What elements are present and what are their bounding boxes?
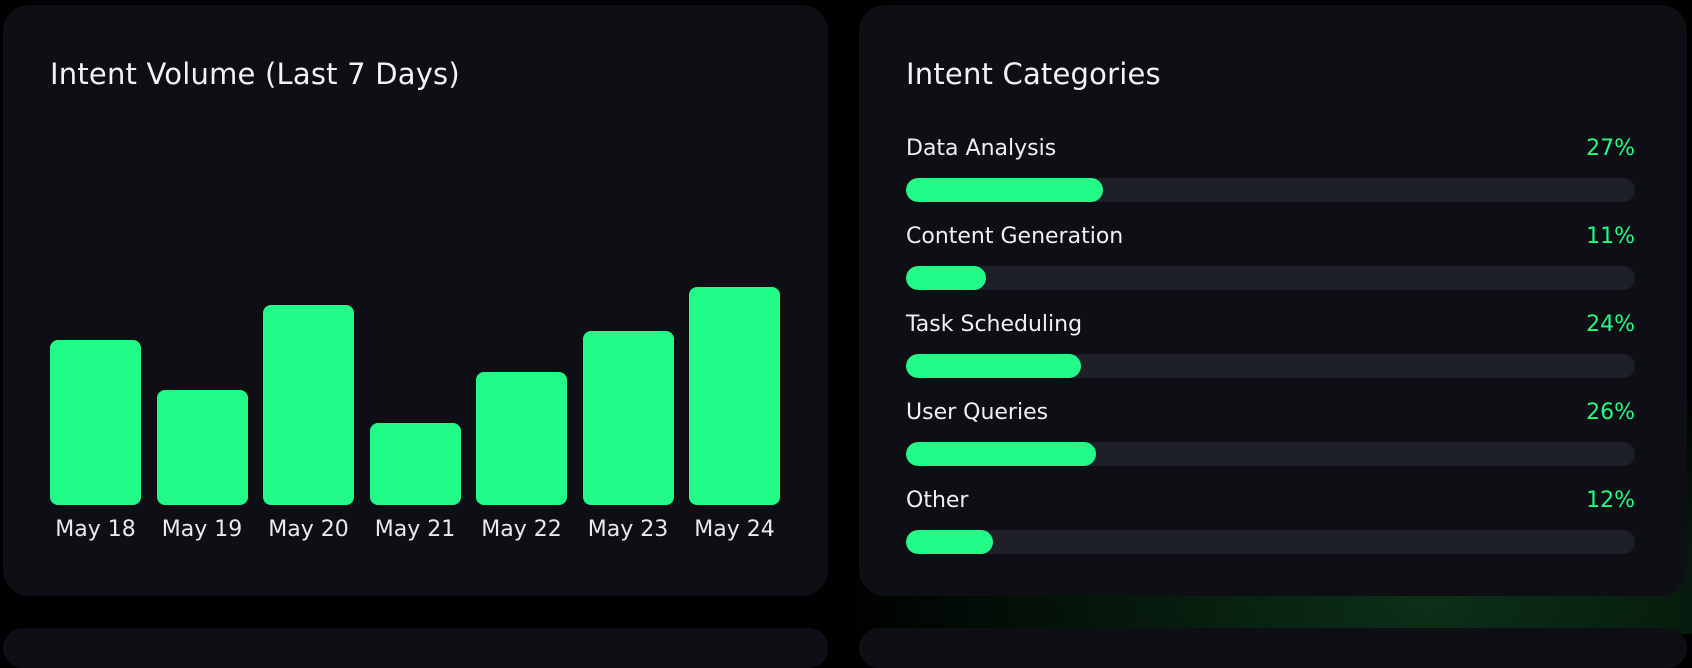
category-label: Other [906,488,969,513]
bar-may-20 [263,305,354,505]
category-label: Content Generation [906,224,1124,249]
category-label: Data Analysis [906,136,1057,161]
next-card-left [3,628,828,668]
category-progress-track [906,354,1635,378]
x-tick-label: May 20 [268,517,349,542]
intent-volume-title: Intent Volume (Last 7 Days) [50,57,460,91]
x-tick-label: May 24 [694,517,775,542]
category-percent: 12% [1586,488,1635,513]
category-row-content-generation: Content Generation 11% [906,224,1635,296]
x-tick-label: May 23 [587,517,669,542]
category-row-other: Other 12% [906,488,1635,560]
bar-may-22 [476,372,567,505]
category-percent: 26% [1586,400,1635,425]
category-row-task-scheduling: Task Scheduling 24% [906,312,1635,384]
intent-volume-card: Intent Volume (Last 7 Days) May 18 May 19… [3,5,828,596]
bar-may-21 [369,423,461,505]
x-tick-label: May 22 [481,517,562,542]
category-progress-fill [906,178,1103,202]
intent-categories-card: Intent Categories Data Analysis 27% Cont… [859,5,1687,596]
category-progress-fill [906,354,1081,378]
bar-may-23 [582,331,674,505]
category-row-data-analysis: Data Analysis 27% [906,136,1635,208]
category-row-user-queries: User Queries 26% [906,400,1635,472]
category-percent: 27% [1586,136,1635,161]
category-percent: 24% [1586,312,1635,337]
bar-may-18 [50,340,141,505]
category-progress-fill [906,530,994,554]
category-progress-track [906,266,1635,290]
bar-may-19 [156,390,248,505]
bar-may-24 [689,287,780,505]
x-tick-label: May 18 [55,517,136,542]
next-card-right [859,628,1687,668]
category-percent: 11% [1586,224,1635,249]
category-progress-track [906,178,1635,202]
x-tick-label: May 19 [161,517,243,542]
category-progress-track [906,530,1635,554]
intent-categories-title: Intent Categories [906,57,1161,91]
x-tick-label: May 21 [374,517,456,542]
category-label: Task Scheduling [906,312,1083,337]
category-label: User Queries [906,400,1049,425]
intent-volume-chart [50,265,783,505]
category-progress-track [906,442,1635,466]
category-progress-fill [906,266,987,290]
category-progress-fill [906,442,1096,466]
